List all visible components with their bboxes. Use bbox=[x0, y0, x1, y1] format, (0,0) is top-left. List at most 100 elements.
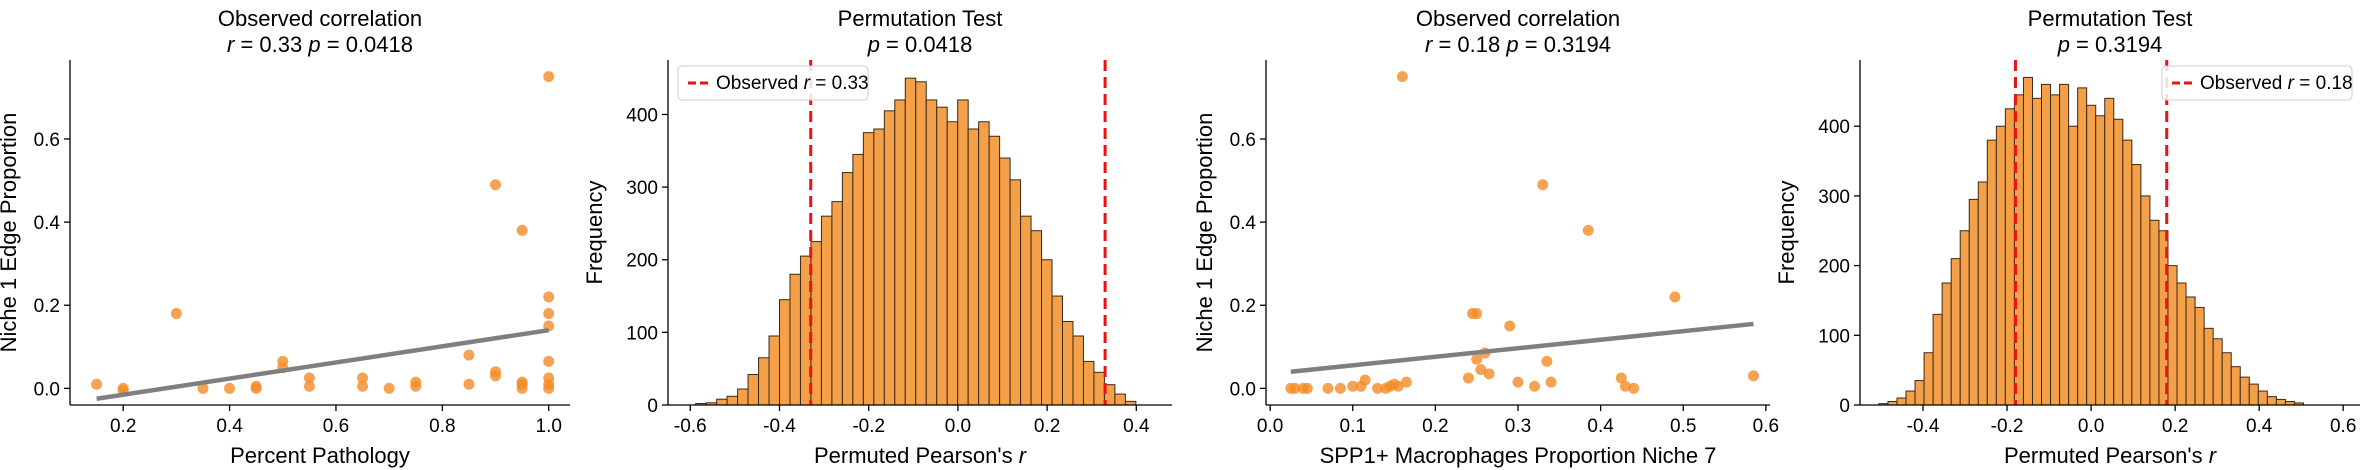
data-point bbox=[1504, 320, 1516, 332]
histogram-bar bbox=[2031, 97, 2043, 406]
histogram-bar bbox=[810, 241, 822, 406]
x-tick-label: 0.2 bbox=[110, 416, 136, 437]
regression-line bbox=[96, 327, 550, 401]
data-point bbox=[1669, 291, 1681, 303]
data-point bbox=[516, 224, 528, 236]
histogram-bar bbox=[2022, 76, 2033, 406]
histogram-bar bbox=[2149, 219, 2160, 406]
histogram-bar bbox=[1896, 397, 1907, 406]
data-point bbox=[1462, 372, 1474, 384]
y-axis-label: Frequency bbox=[582, 181, 607, 285]
italic-symbol: r bbox=[1425, 32, 1434, 57]
histogram-bar bbox=[1950, 258, 1961, 406]
chart-title: Permutation Test bbox=[838, 6, 1003, 31]
data-point bbox=[224, 382, 236, 394]
x-tick-label: -0.4 bbox=[1907, 416, 1940, 437]
data-point bbox=[1322, 382, 1334, 394]
y-tick-label: 0.2 bbox=[34, 296, 60, 317]
italic-symbol: p bbox=[2057, 32, 2070, 57]
histogram-bar bbox=[2239, 376, 2250, 406]
histogram-bar bbox=[1932, 313, 1943, 406]
data-point bbox=[1537, 179, 1549, 191]
histogram-bar bbox=[1941, 282, 1952, 406]
text-part: = bbox=[321, 32, 346, 57]
x-tick-label: 1.0 bbox=[536, 416, 562, 437]
data-point bbox=[1392, 380, 1404, 392]
chart-title: Observed correlation bbox=[1416, 6, 1620, 31]
histogram-bar bbox=[726, 395, 739, 406]
text-part: Permuted Pearson's bbox=[814, 443, 1019, 468]
data-point bbox=[543, 291, 555, 303]
text-part: Observed bbox=[716, 73, 804, 94]
data-point bbox=[303, 372, 315, 384]
x-tick-label: -0.6 bbox=[674, 416, 707, 437]
histogram-bar bbox=[1082, 360, 1095, 406]
data-point bbox=[463, 349, 475, 361]
data-point bbox=[1475, 364, 1487, 376]
data-point bbox=[543, 71, 555, 83]
text-part: = bbox=[1519, 32, 1544, 57]
histogram-bar bbox=[1093, 371, 1105, 406]
histogram-bar bbox=[2140, 195, 2151, 406]
data-point bbox=[170, 308, 182, 320]
y-tick-label: 0 bbox=[647, 396, 658, 417]
histogram-bar bbox=[1959, 230, 1970, 406]
y-tick-label: 0.6 bbox=[1230, 130, 1256, 151]
data-point bbox=[1615, 372, 1627, 384]
text-part: = bbox=[1432, 32, 1457, 57]
data-point bbox=[1483, 368, 1495, 380]
y-tick-label: 300 bbox=[1818, 187, 1850, 208]
histogram-bar bbox=[883, 110, 896, 406]
histogram-bar bbox=[946, 121, 959, 406]
histogram-bar bbox=[2068, 125, 2079, 406]
legend: Observed r = 0.33 bbox=[677, 65, 869, 101]
data-point bbox=[1545, 376, 1557, 388]
y-tick-label: 100 bbox=[1818, 326, 1850, 347]
histogram-bar bbox=[1041, 259, 1053, 406]
italic-symbol: r bbox=[227, 32, 236, 57]
legend-label: Observed r = 0.33 bbox=[716, 73, 869, 94]
data-point bbox=[1747, 370, 1759, 382]
histogram-bar bbox=[1009, 179, 1022, 406]
x-tick-label: -0.4 bbox=[763, 416, 796, 437]
histogram-bar bbox=[789, 273, 801, 406]
data-point bbox=[543, 308, 555, 320]
histogram-bar bbox=[799, 255, 812, 406]
histogram-bar bbox=[2194, 306, 2205, 406]
histogram-bar bbox=[2203, 327, 2214, 406]
x-axis-label: SPP1+ Macrophages Proportion Niche 7 bbox=[1320, 443, 1717, 468]
y-tick-label: 400 bbox=[1818, 117, 1850, 138]
y-tick-label: 0.0 bbox=[1230, 379, 1256, 400]
y-tick-label: 200 bbox=[1818, 257, 1850, 278]
histogram-bar bbox=[2004, 108, 2015, 406]
data-point bbox=[303, 380, 315, 392]
histogram-bar bbox=[1114, 393, 1126, 406]
data-point bbox=[1289, 382, 1301, 394]
data-point bbox=[410, 380, 422, 392]
value-text: 0.0418 bbox=[905, 32, 972, 57]
histogram-bar bbox=[873, 128, 885, 406]
histogram-bar bbox=[2050, 94, 2061, 406]
data-point bbox=[543, 355, 555, 367]
histogram-bar bbox=[2041, 83, 2052, 406]
data-point bbox=[91, 378, 103, 390]
x-tick-label: 0.8 bbox=[429, 416, 455, 437]
chart-subtitle: p = 0.3194 bbox=[2057, 32, 2163, 57]
histogram-bar bbox=[2095, 115, 2106, 406]
y-tick-label: 0.0 bbox=[34, 379, 60, 400]
x-tick-label: -0.2 bbox=[852, 416, 885, 437]
data-point bbox=[1512, 376, 1524, 388]
x-tick-label: -0.2 bbox=[1991, 416, 2024, 437]
italic-symbol: r bbox=[2209, 443, 2218, 468]
histogram-bar bbox=[1051, 295, 1064, 406]
histogram-bar bbox=[925, 99, 938, 406]
x-tick-label: 0.1 bbox=[1340, 416, 1366, 437]
histogram-bar bbox=[2059, 83, 2070, 406]
y-tick-label: 0.4 bbox=[1230, 213, 1257, 234]
x-axis-label: Percent Pathology bbox=[230, 443, 410, 468]
histogram-bar bbox=[2185, 296, 2196, 406]
x-tick-label: 0.0 bbox=[2078, 416, 2104, 437]
histogram-bar bbox=[915, 81, 927, 406]
x-tick-label: 0.6 bbox=[1753, 416, 1779, 437]
